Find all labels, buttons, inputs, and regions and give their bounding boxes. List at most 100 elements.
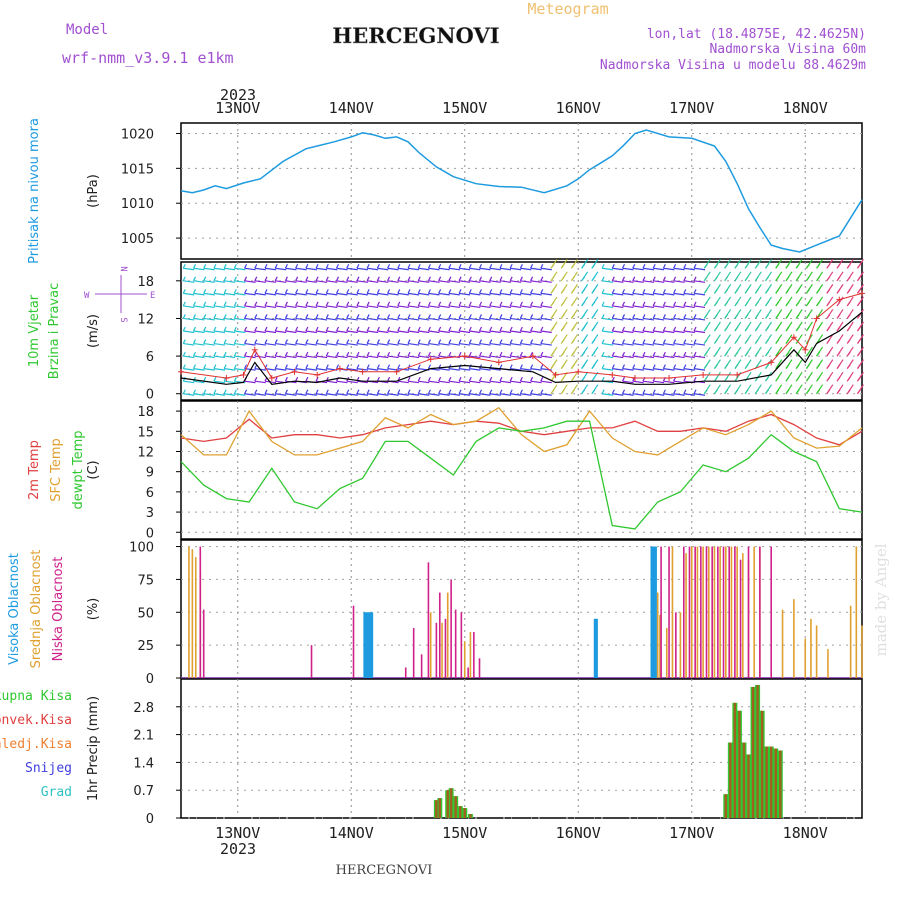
y-tick-label: 1015 (121, 162, 154, 177)
cloud-bar (759, 546, 761, 678)
wind-barb-flag (550, 263, 555, 269)
wind-barb-flag (632, 389, 636, 394)
wind-barb (295, 368, 307, 371)
wind-barb-flag (254, 389, 258, 394)
wind-barb-flag (264, 276, 268, 282)
wind-barb (510, 305, 522, 309)
wind-barb-flag (703, 314, 708, 319)
wind-barb-flag (305, 339, 309, 344)
wind-barb (428, 280, 440, 283)
wind-barb (489, 342, 501, 346)
wind-barb-flag (499, 276, 503, 282)
wind-barb-flag (284, 276, 288, 282)
wind-barb (367, 355, 379, 359)
wind-barb (336, 305, 348, 309)
wind-barb-flag (264, 339, 268, 344)
wind-barb-flag (438, 289, 442, 294)
wind-barb-flag (713, 389, 718, 395)
cloud-bar (367, 612, 371, 678)
wind-barb-flag (795, 314, 800, 319)
wind-barb (377, 305, 389, 309)
wind-barb (428, 330, 440, 334)
wind-barb (315, 292, 328, 296)
wind-barb (622, 355, 634, 359)
wind-barb (315, 342, 328, 346)
wind-barb-flag (734, 276, 739, 282)
wind-barb (275, 305, 287, 309)
cloud-bar (713, 546, 716, 678)
wind-barb-flag (427, 351, 431, 357)
wind-barb-flag (468, 276, 472, 282)
wind-barb (193, 305, 205, 309)
wind-barb-flag (540, 364, 544, 369)
wind-barb (336, 342, 348, 346)
wind-barb-flag (448, 264, 452, 269)
wind-barb (213, 292, 225, 296)
wind-barb-flag (233, 301, 237, 307)
wind-barb (295, 305, 307, 309)
wind-barb (356, 280, 369, 283)
wind-barb (224, 368, 236, 371)
wind-barb-flag (775, 314, 780, 319)
y-tick-label: 25 (137, 639, 154, 654)
wind-barb (183, 305, 195, 309)
cloud-bar (365, 612, 369, 678)
wind-barb (489, 368, 501, 371)
wind-barb-flag (254, 301, 258, 307)
wind-barb (510, 267, 522, 271)
wind-barb-flag (836, 364, 841, 369)
wind-barb-flag (295, 389, 299, 394)
wind-barb (356, 342, 369, 346)
wind-barb-flag (244, 339, 248, 344)
wind-barb-flag (438, 301, 442, 307)
wind-barb (653, 292, 665, 296)
wind-barb (254, 380, 266, 384)
wind-barb (377, 267, 389, 271)
wind-barb (193, 330, 205, 334)
wind-barb-flag (325, 264, 329, 269)
wind-barb-flag (315, 351, 319, 357)
precip-convective-bar (446, 790, 449, 818)
wind-barb (673, 380, 685, 384)
wind-barb (305, 305, 317, 309)
wind-barb-flag (765, 276, 770, 282)
wind-barb-flag (703, 389, 708, 395)
wind-barb-flag (305, 389, 309, 394)
wind-barb (264, 317, 277, 321)
wind-barb (448, 267, 460, 271)
wind-barb (642, 342, 655, 346)
wind-barb-flag (662, 314, 666, 319)
wind-barb-flag (560, 376, 565, 382)
precip-legend-label: Ukupna Kisa (0, 689, 72, 704)
wind-barb-flag (315, 301, 319, 307)
precip-convective-bar (756, 684, 759, 818)
wind-barb (387, 355, 399, 359)
wind-barb-flag (407, 376, 411, 382)
wind-barb-flag (805, 326, 810, 332)
wind-barb (203, 317, 215, 321)
wind-barb (663, 280, 675, 283)
wind-barb (254, 393, 266, 396)
wind-barb (458, 280, 471, 283)
cloud-bar (728, 546, 731, 678)
wind-barb-flag (530, 326, 534, 332)
wind-barb (653, 342, 665, 346)
wind-barb-flag (570, 351, 575, 357)
wind-barb-flag (223, 364, 227, 369)
precip-convective-bar (438, 798, 441, 818)
wind-barb-flag (499, 326, 503, 332)
wind-barb-flag (805, 314, 810, 319)
wind-barb (285, 280, 297, 283)
wind-barb-flag (325, 364, 329, 369)
wind-barb-flag (346, 326, 350, 332)
wind-barb-flag (458, 276, 462, 282)
wind-barb (693, 342, 706, 346)
wind-barb (673, 292, 685, 296)
wind-barb-flag (601, 276, 605, 282)
precip-convective-bar (435, 800, 438, 818)
y-axis-label: 10m Vjetar (27, 294, 42, 367)
wind-barb-flag (519, 339, 523, 344)
wind-barb (458, 292, 471, 296)
wind-barb-flag (826, 326, 831, 332)
wind-barb-flag (621, 364, 626, 369)
